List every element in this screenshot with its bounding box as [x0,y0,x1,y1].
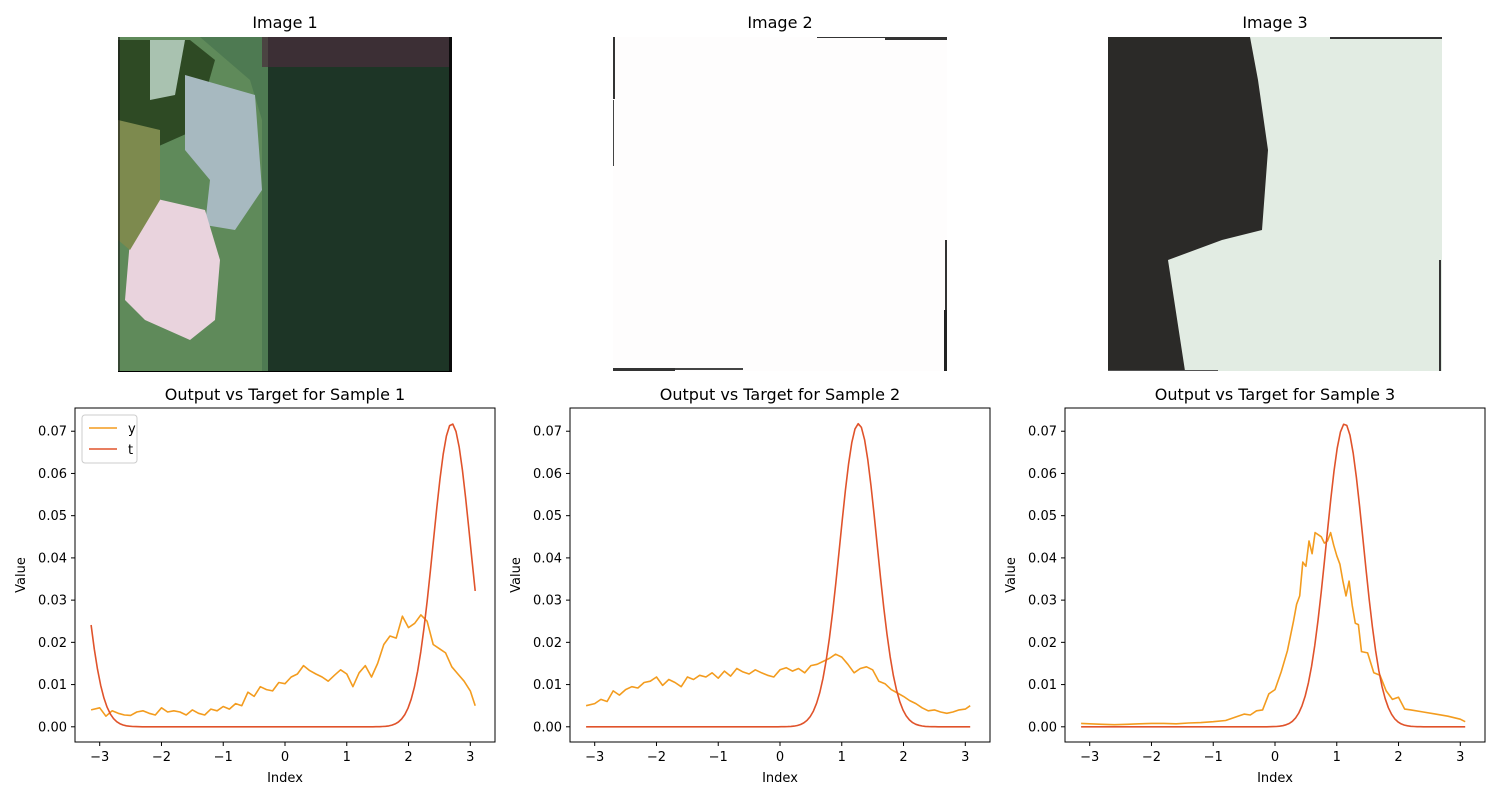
y-tick-label: 0.03 [38,594,67,609]
chart-title: Output vs Target for Sample 3 [1155,385,1395,404]
x-axis-label: Index [1257,771,1293,786]
x-tick-label: 0 [1271,750,1279,765]
chart-title: Output vs Target for Sample 1 [165,385,405,404]
y-tick-label: 0.02 [38,636,67,651]
x-tick-label: −2 [1142,750,1161,765]
series-line-y [585,653,971,715]
y-axis-label: Value [14,557,29,593]
x-tick-label: −1 [709,750,728,765]
image-title-1: Image 1 [252,13,317,32]
y-axis-label: Value [1004,557,1019,593]
image-3 [1108,37,1442,371]
legend-box [81,414,138,464]
y-tick-label: 0.03 [533,594,562,609]
x-tick-label: −2 [152,750,171,765]
plot-frame [569,407,991,743]
y-tick-label: 0.07 [1028,425,1057,440]
x-axis-label: Index [267,771,303,786]
image-panel-3: Image 3 [1108,13,1442,371]
x-tick-label: −3 [585,750,604,765]
y-tick-label: 0.00 [1028,720,1057,735]
plot-frame [74,407,496,743]
image-title-3: Image 3 [1242,13,1307,32]
y-tick-label: 0.05 [38,509,67,524]
image-1 [118,37,452,372]
x-tick-label: 2 [1394,750,1402,765]
x-tick-label: 2 [899,750,907,765]
series-line-y [90,614,476,717]
x-tick-label: −1 [1204,750,1223,765]
x-tick-label: 0 [776,750,784,765]
y-tick-label: 0.00 [38,720,67,735]
y-tick-label: 0.01 [1028,678,1057,693]
y-tick-label: 0.04 [38,551,67,566]
y-tick-label: 0.04 [533,551,562,566]
x-tick-label: −2 [647,750,666,765]
x-tick-label: 1 [1333,750,1341,765]
image-panel-1: Image 1 [118,13,452,372]
y-tick-label: 0.06 [533,467,562,482]
x-tick-label: 2 [404,750,412,765]
chart-sample-2: Output vs Target for Sample 2 −3 −2 −1 0 1 2 3 0… [509,385,991,786]
y-tick-label: 0.06 [38,467,67,482]
x-tick-label: −3 [1080,750,1099,765]
x-tick-label: 3 [466,750,474,765]
y-tick-label: 0.06 [1028,467,1057,482]
y-tick-label: 0.01 [533,678,562,693]
y-tick-label: 0.02 [533,636,562,651]
chart-sample-1: Output vs Target for Sample 1 −3 −2 −1 0 1 2 3 0… [14,385,496,786]
y-tick-label: 0.04 [1028,551,1057,566]
series-line-t [1081,423,1466,728]
series-line-y [1081,531,1466,726]
y-tick-label: 0.03 [1028,594,1057,609]
y-tick-label: 0.07 [38,425,67,440]
y-tick-label: 0.05 [533,509,562,524]
x-tick-label: −1 [214,750,233,765]
y-tick-label: 0.07 [533,425,562,440]
legend-label-y: y [128,422,136,437]
plot-frame [1064,407,1486,743]
x-axis-label: Index [762,771,798,786]
y-axis-label: Value [509,557,524,593]
y-tick-label: 0.00 [533,720,562,735]
chart-sample-3: Output vs Target for Sample 3 −3 −2 −1 0 1 2 3 0… [1004,385,1486,786]
image-title-2: Image 2 [747,13,812,32]
image-panel-2: Image 2 [613,13,947,371]
x-tick-label: 1 [343,750,351,765]
y-tick-label: 0.05 [1028,509,1057,524]
x-tick-label: 1 [838,750,846,765]
legend-label-t: t [128,443,133,458]
x-tick-label: 3 [1456,750,1464,765]
y-tick-label: 0.02 [1028,636,1057,651]
series-line-t [586,422,971,728]
chart-title: Output vs Target for Sample 2 [660,385,900,404]
image-2 [613,37,947,371]
y-tick-label: 0.01 [38,678,67,693]
x-tick-label: −3 [90,750,109,765]
series-line-t [90,423,476,728]
x-tick-label: 0 [281,750,289,765]
legend: yt [81,414,138,464]
x-tick-label: 3 [961,750,969,765]
